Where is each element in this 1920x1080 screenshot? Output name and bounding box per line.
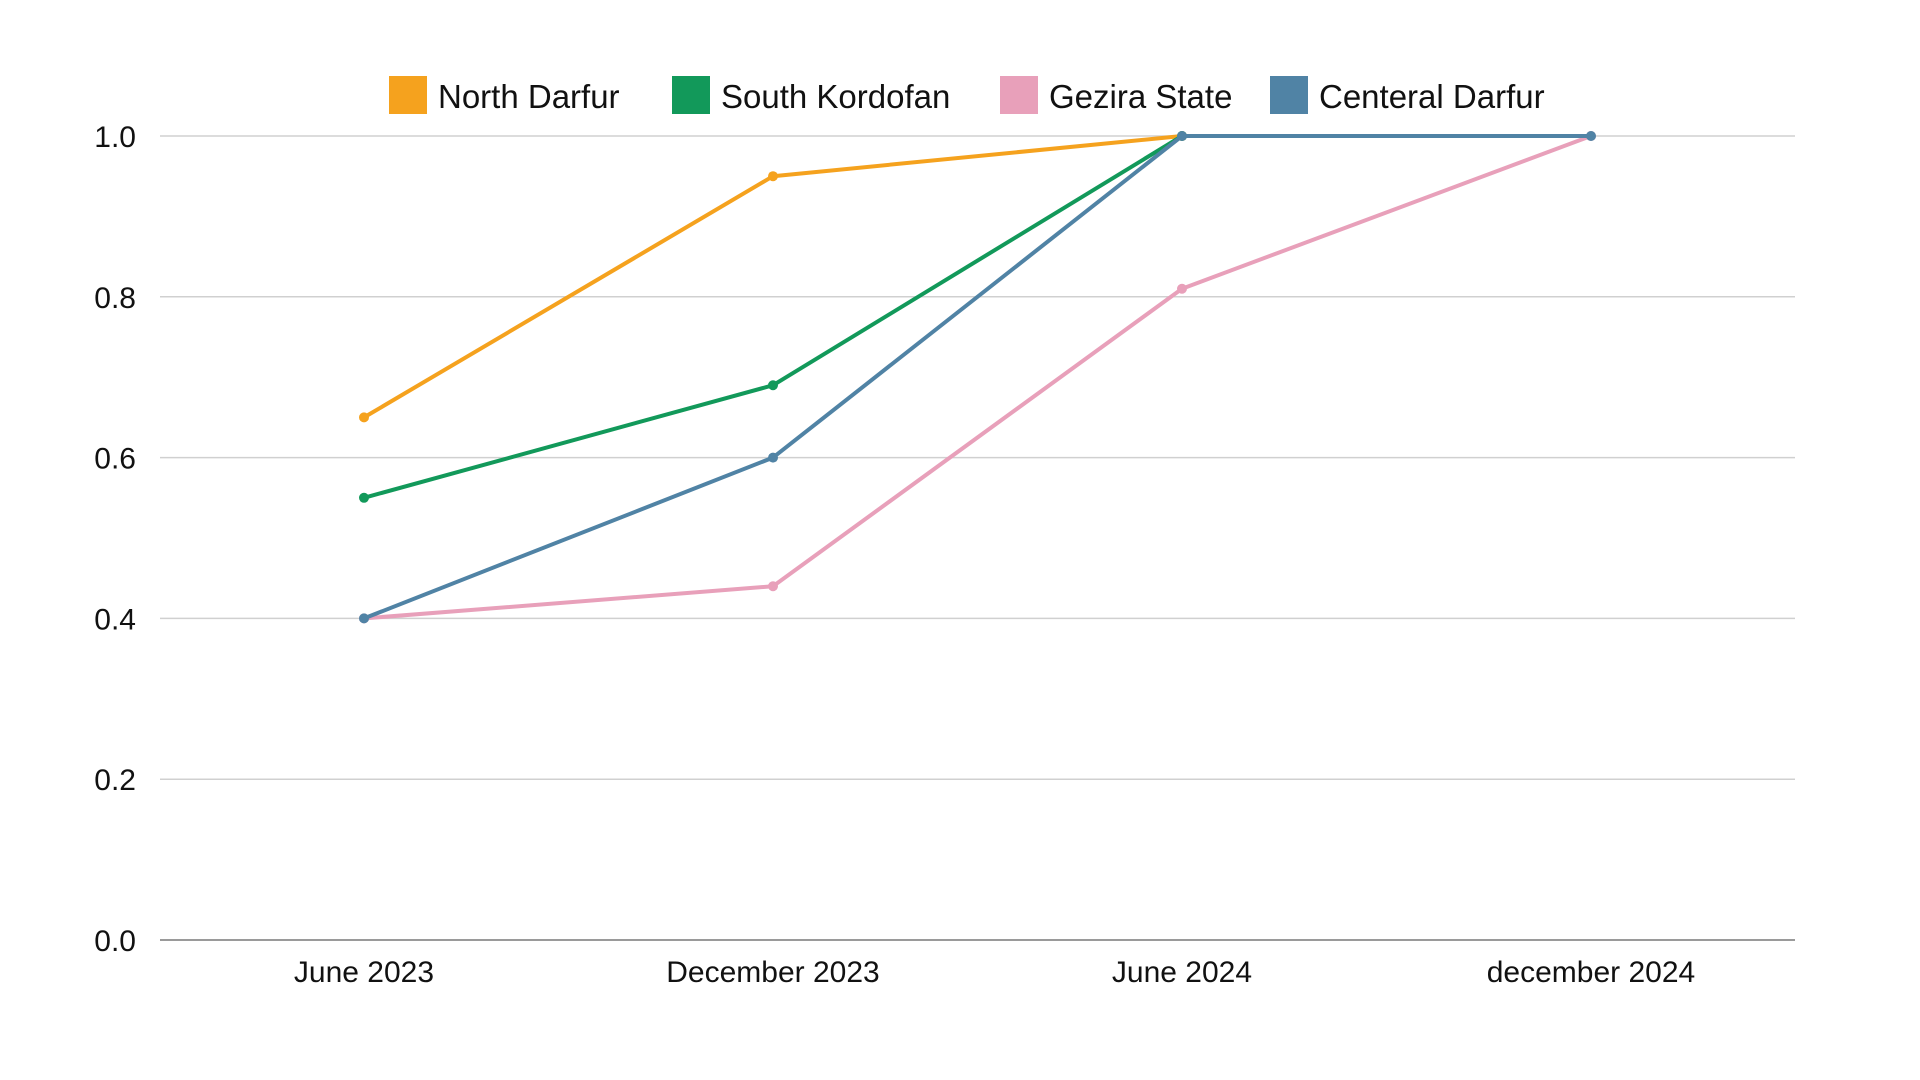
data-point bbox=[359, 412, 369, 423]
chart-series bbox=[359, 131, 1596, 624]
y-tick-label: 1.0 bbox=[94, 121, 136, 154]
legend-item: North Darfur bbox=[389, 76, 620, 115]
y-tick-label: 0.4 bbox=[94, 603, 136, 636]
legend-label: Centeral Darfur bbox=[1319, 78, 1545, 115]
series-south-kordofan bbox=[359, 131, 1187, 503]
series-line bbox=[362, 134, 1593, 621]
x-tick-label: december 2024 bbox=[1487, 956, 1695, 989]
y-tick-label: 0.8 bbox=[94, 282, 136, 315]
legend-label: Gezira State bbox=[1049, 78, 1232, 115]
series-line bbox=[362, 134, 1593, 621]
data-point bbox=[1586, 131, 1596, 141]
legend-item: South Kordofan bbox=[672, 76, 950, 115]
data-point bbox=[1177, 283, 1187, 294]
legend-item: Gezira State bbox=[1000, 76, 1232, 115]
legend-swatch bbox=[1270, 76, 1308, 114]
y-tick-label: 0.6 bbox=[94, 443, 136, 476]
y-tick-label: 0.2 bbox=[94, 764, 136, 797]
legend-swatch bbox=[672, 76, 710, 114]
data-point bbox=[359, 492, 369, 503]
series-north-darfur bbox=[359, 131, 1187, 423]
data-point bbox=[768, 581, 778, 592]
x-tick-label: December 2023 bbox=[666, 956, 879, 989]
x-axis: June 2023 December 2023 June 2024 december … bbox=[294, 956, 1695, 989]
chart-gridlines bbox=[160, 135, 1795, 941]
legend-swatch bbox=[1000, 76, 1038, 114]
data-point bbox=[768, 380, 778, 391]
data-point bbox=[768, 452, 778, 463]
legend-label: North Darfur bbox=[438, 78, 620, 115]
legend-item: Centeral Darfur bbox=[1270, 76, 1545, 115]
legend-label: South Kordofan bbox=[721, 78, 950, 115]
y-axis: 0.0 0.2 0.4 0.6 0.8 1.0 bbox=[94, 121, 136, 958]
x-tick-label: June 2023 bbox=[294, 956, 434, 989]
chart-legend: North Darfur South Kordofan Gezira State Ce… bbox=[389, 76, 1545, 115]
legend-swatch bbox=[389, 76, 427, 114]
data-point bbox=[359, 613, 369, 624]
data-point bbox=[768, 171, 778, 182]
x-tick-label: June 2024 bbox=[1112, 956, 1252, 989]
data-point bbox=[1177, 131, 1187, 141]
series-centeral-darfur bbox=[359, 131, 1596, 624]
y-tick-label: 0.0 bbox=[94, 925, 136, 958]
series-line bbox=[362, 134, 1184, 500]
